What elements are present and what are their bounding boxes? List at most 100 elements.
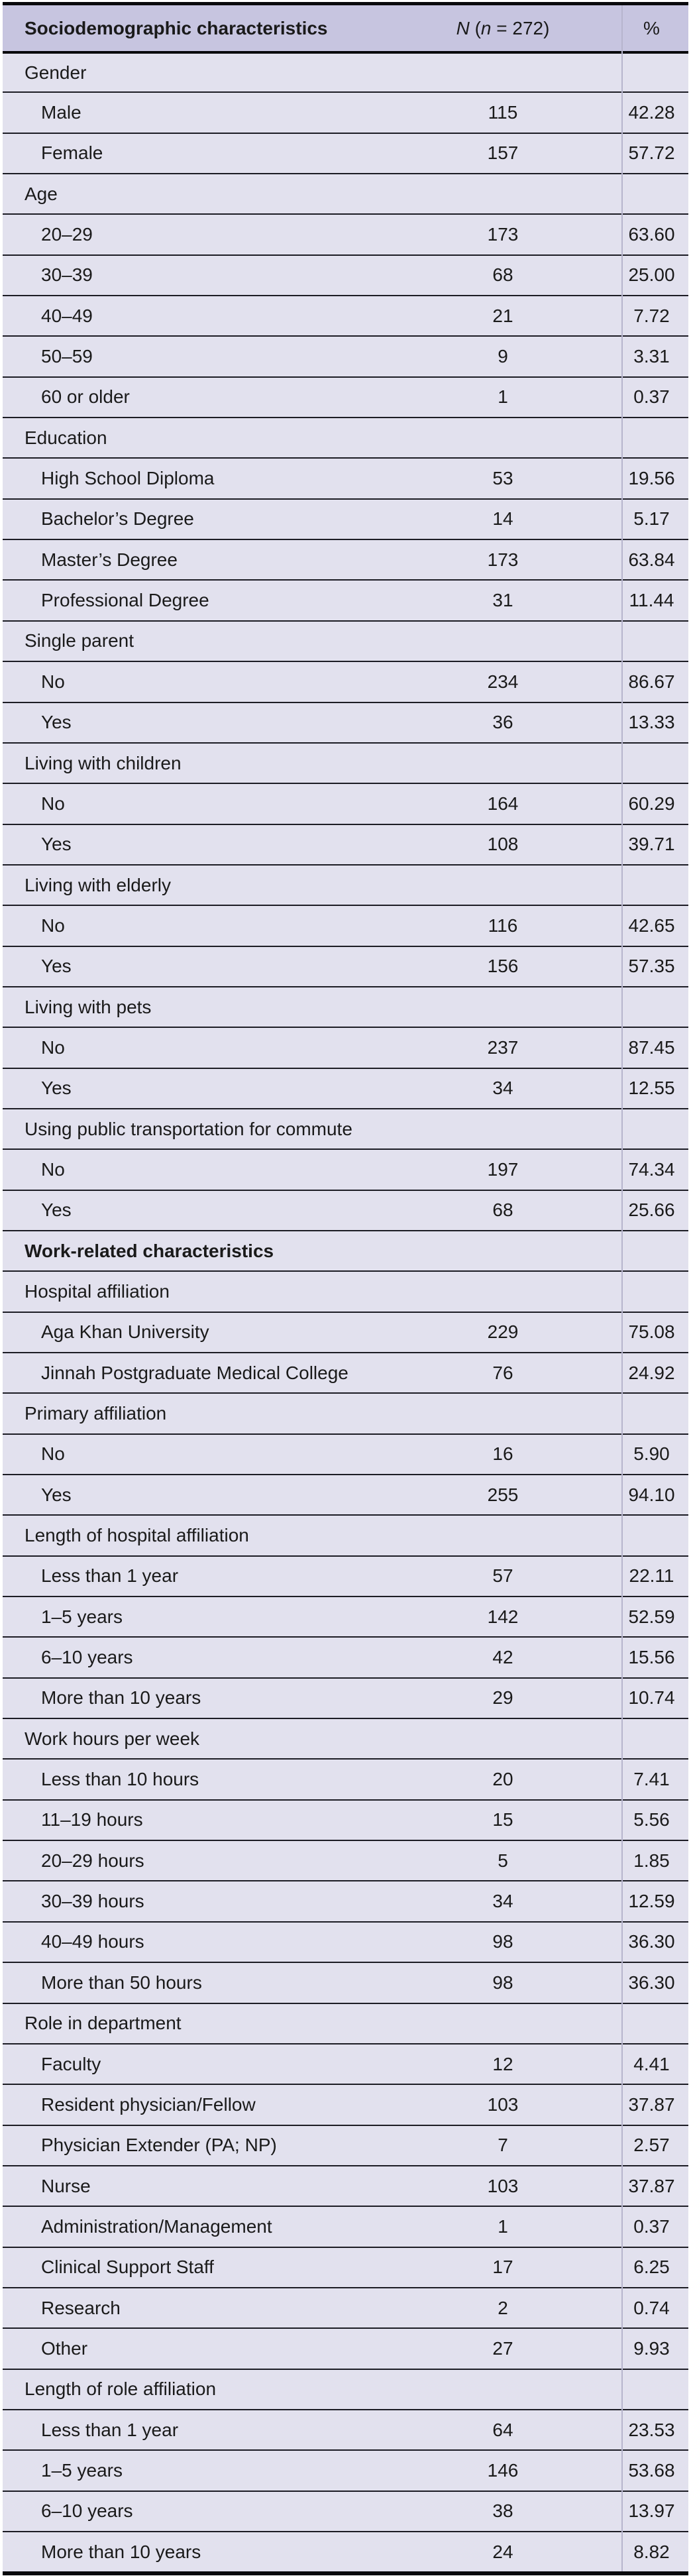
table-row: No 116 42.65 [3, 905, 688, 946]
row-label: Less than 1 year [41, 2419, 179, 2440]
section-header-row: Length of role affiliation [3, 2368, 688, 2409]
table-row: No 237 87.45 [3, 1027, 688, 1068]
row-n-value: 98 [492, 1931, 513, 1952]
section-header-row: Gender [3, 51, 688, 92]
table-row: Less than 10 hours 20 7.41 [3, 1758, 688, 1799]
row-label: Male [41, 102, 81, 123]
row-label: Faculty [41, 2053, 101, 2074]
section-header-row: Work-related characteristics [3, 1229, 688, 1271]
row-n-value: 234 [487, 671, 519, 692]
row-n-value: 98 [492, 1972, 513, 1993]
row-label: 1–5 years [41, 2459, 123, 2481]
table-row: Yes 34 12.55 [3, 1067, 688, 1108]
table-row: Clinical Support Staff 17 6.25 [3, 2246, 688, 2287]
row-n-value: 115 [488, 102, 518, 123]
section-header-row: Role in department [3, 2002, 688, 2043]
row-n-value: 7 [498, 2135, 508, 2156]
table-row: 30–39 hours 34 12.59 [3, 1880, 688, 1921]
table-row: Less than 1 year 57 22.11 [3, 1555, 688, 1596]
row-label: 30–39 hours [41, 1891, 144, 1912]
row-label: Education [25, 427, 107, 448]
table-header-row: Sociodemographic characteristics N (n = … [3, 5, 688, 51]
row-label: Living with children [25, 752, 182, 773]
row-label: Resident physician/Fellow [41, 2094, 256, 2115]
row-label: Yes [41, 1484, 72, 1505]
sociodemographic-table: Sociodemographic characteristics N (n = … [3, 2, 688, 2576]
row-pct-value: 24.92 [628, 1362, 675, 1383]
table-row: 60 or older 1 0.37 [3, 376, 688, 418]
row-pct-value: 86.67 [628, 671, 675, 692]
row-n-value: 116 [488, 915, 518, 936]
table-row: Female 157 57.72 [3, 132, 688, 174]
row-pct-value: 6.25 [633, 2257, 670, 2278]
section-header-row: Hospital affiliation [3, 1270, 688, 1312]
header-n-var: n [480, 17, 492, 38]
table-row: 20–29 173 63.60 [3, 213, 688, 254]
row-label: No [41, 1036, 65, 1058]
row-n-value: 173 [487, 549, 519, 570]
row-pct-value: 9.93 [633, 2337, 670, 2359]
table-row: 6–10 years 38 13.97 [3, 2490, 688, 2531]
row-pct-value: 2.57 [633, 2135, 670, 2156]
row-n-value: 31 [492, 590, 513, 611]
table-row: 1–5 years 142 52.59 [3, 1596, 688, 1637]
row-n-value: 27 [492, 2337, 513, 2359]
row-pct-value: 94.10 [628, 1484, 675, 1505]
section-header-row: Single parent [3, 620, 688, 661]
row-label: 20–29 [41, 224, 93, 245]
row-pct-value: 63.84 [628, 549, 675, 570]
section-header-row: Primary affiliation [3, 1392, 688, 1433]
row-n-value: 197 [487, 1158, 519, 1180]
row-pct-value: 42.28 [628, 102, 675, 123]
row-label: Length of role affiliation [25, 2379, 217, 2400]
row-label: Using public transportation for commute [25, 1118, 352, 1139]
row-n-value: 255 [487, 1484, 519, 1505]
row-n-value: 68 [492, 1200, 513, 1221]
table-row: Yes 108 39.71 [3, 823, 688, 864]
row-pct-value: 10.74 [628, 1687, 675, 1708]
row-pct-value: 8.82 [633, 2541, 670, 2562]
row-n-value: 5 [498, 1850, 508, 1871]
header-n-rest: = 272) [491, 17, 550, 38]
row-n-value: 164 [487, 793, 519, 814]
row-label: Yes [41, 1078, 72, 1099]
table-row: More than 10 years 29 10.74 [3, 1677, 688, 1718]
table-row: High School Diploma 53 19.56 [3, 457, 688, 498]
row-label: Age [25, 183, 58, 204]
row-pct-value: 12.59 [628, 1891, 675, 1912]
row-pct-value: 39.71 [628, 834, 675, 855]
row-n-value: 103 [487, 2094, 519, 2115]
row-label: Living with pets [25, 996, 152, 1017]
row-label: Administration/Management [41, 2215, 272, 2237]
section-header-row: Living with pets [3, 985, 688, 1027]
row-n-value: 21 [492, 305, 513, 326]
table-row: Research 2 0.74 [3, 2286, 688, 2328]
row-pct-value: 3.31 [633, 346, 670, 367]
section-header-row: Living with elderly [3, 864, 688, 905]
row-pct-value: 0.37 [633, 2215, 670, 2237]
row-pct-value: 36.30 [628, 1972, 675, 1993]
row-label: 20–29 hours [41, 1850, 144, 1871]
table-row: 20–29 hours 5 1.85 [3, 1840, 688, 1881]
row-n-value: 53 [492, 468, 513, 489]
row-n-value: 15 [492, 1809, 513, 1830]
section-header-row: Living with children [3, 742, 688, 783]
row-label: 50–59 [41, 346, 93, 367]
table-row: Bachelor’s Degree 14 5.17 [3, 498, 688, 539]
row-label: No [41, 1443, 65, 1465]
row-n-value: 142 [487, 1606, 519, 1627]
row-label: Length of hospital affiliation [25, 1525, 249, 1546]
row-n-value: 68 [492, 264, 513, 286]
row-label: More than 10 years [41, 2541, 201, 2562]
row-label: Female [41, 142, 103, 164]
row-pct-value: 13.33 [628, 712, 675, 733]
row-pct-value: 12.55 [628, 1078, 675, 1099]
header-n-symbol: N [456, 17, 470, 38]
row-n-value: 237 [487, 1036, 519, 1058]
table-row: Yes 36 13.33 [3, 701, 688, 742]
row-label: 60 or older [41, 386, 130, 408]
row-n-value: 34 [492, 1891, 513, 1912]
section-header-row: Work hours per week [3, 1718, 688, 1759]
row-label: Yes [41, 956, 72, 977]
table-row: Yes 156 57.35 [3, 945, 688, 986]
